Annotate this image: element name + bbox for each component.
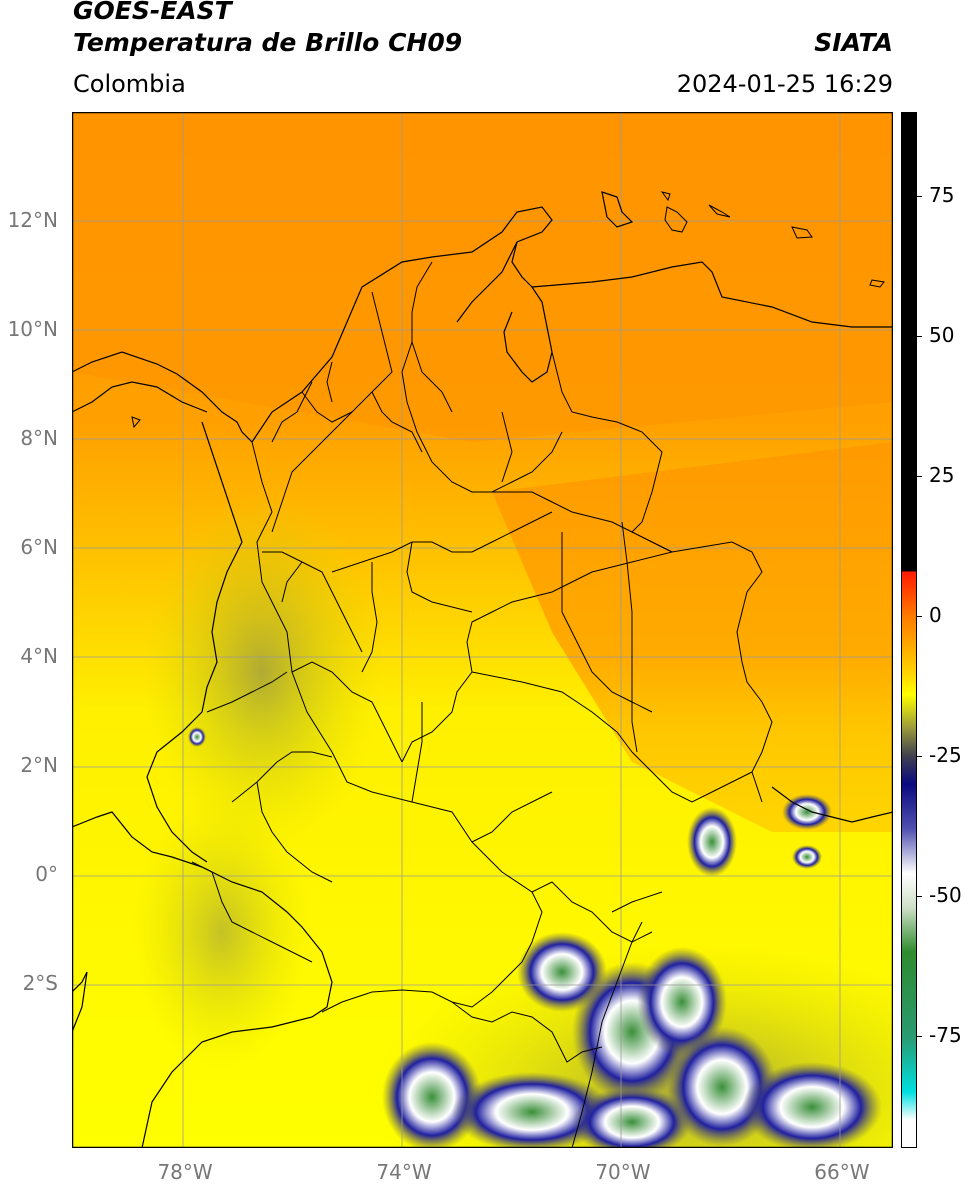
warm-region-east [492,442,893,832]
lat-tick-label: 2°N [20,753,58,778]
pacific-cool-band [132,792,312,1072]
lon-tick-label: 74°W [376,1160,432,1184]
colorbar-tick-label: -25 [929,743,962,767]
colorbar-tick-label: 0 [929,603,942,627]
lat-tick-label: 0° [35,862,58,887]
colorbar-tick-label: 25 [929,463,955,487]
colorbar-tick-mark [917,1036,922,1037]
satellite-map[interactable] [72,112,893,1148]
colorbar-tick-label: 50 [929,323,955,347]
colorbar-tick-mark [917,476,922,477]
region-label: Colombia [73,70,186,98]
lon-tick-label: 78°W [157,1160,213,1184]
coastlines [72,191,893,1148]
satellite-title: GOES-EAST [73,0,232,25]
product-title: Temperatura de Brillo CH09 [73,28,463,57]
map-frame [72,112,893,1148]
colorbar-tick-mark [917,196,922,197]
lat-tick-label: 12°N [7,208,58,233]
colorbar-gradient [901,112,917,1148]
caribbean-islands [131,191,885,429]
andes-cool-band [142,492,382,852]
lon-tick-label: 66°W [814,1160,870,1184]
lon-tick-label: 70°W [595,1160,651,1184]
timestamp-label: 2024-01-25 16:29 [676,70,893,98]
lat-tick-label: 2°S [22,971,58,996]
colorbar [901,112,917,1148]
colorbar-tick-label: 75 [929,183,955,207]
grid-lines [72,112,893,1148]
admin-boundaries [191,261,773,1148]
lat-tick-label: 4°N [20,644,58,669]
colorbar-tick-mark [917,336,922,337]
colorbar-tick-mark [917,896,922,897]
agency-label: SIATA [814,28,893,57]
lat-tick-label: 8°N [20,426,58,451]
warm-region-north [72,112,893,442]
colorbar-tick-label: -50 [929,883,962,907]
colorbar-tick-mark [917,756,922,757]
lat-tick-label: 6°N [20,535,58,560]
colorbar-tick-label: -75 [929,1023,962,1047]
convective-clouds [188,727,882,1148]
colorbar-tick-mark [917,616,922,617]
lat-tick-label: 10°N [7,317,58,342]
